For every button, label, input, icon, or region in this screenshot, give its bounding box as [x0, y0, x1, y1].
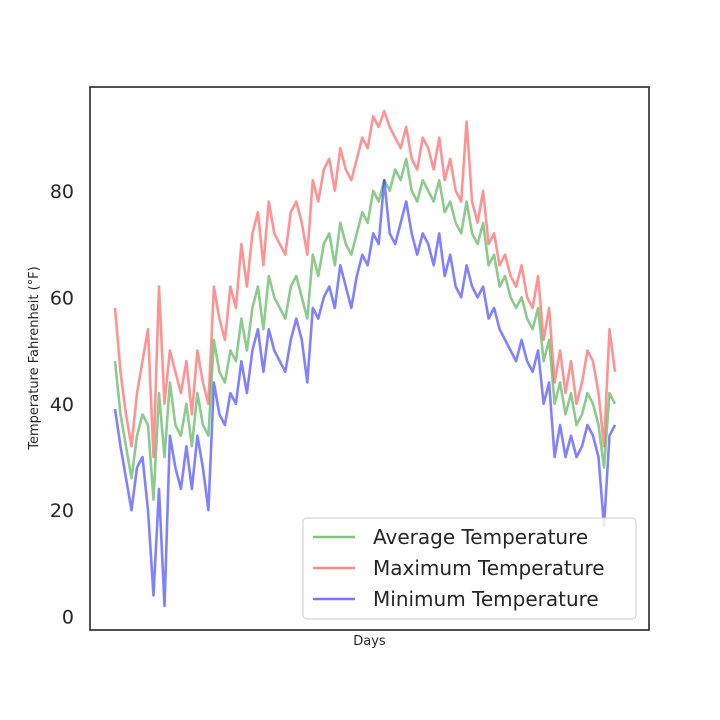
series-line-minimum — [113, 178, 617, 608]
plot-lines — [113, 109, 617, 608]
legend-box — [302, 517, 637, 620]
legend-label-minimum: Minimum Temperature — [373, 587, 599, 611]
y-axis-label: Temperature Fahrenheit (°F) — [27, 266, 42, 450]
y-tick-label: 20 — [50, 500, 74, 522]
y-tick-label: 40 — [50, 394, 74, 416]
legend-label-maximum: Maximum Temperature — [373, 556, 605, 580]
series-line-maximum — [113, 109, 617, 459]
x-axis-label: Days — [353, 634, 386, 649]
plot-frame — [89, 86, 650, 631]
series-line-average — [113, 157, 617, 501]
legend: Average Temperature Maximum Temperature … — [302, 517, 637, 620]
y-tick-labels: 0 20 40 60 80 — [50, 181, 74, 629]
y-tick-label: 80 — [50, 181, 74, 203]
y-tick-label: 0 — [62, 607, 74, 629]
legend-label-average: Average Temperature — [373, 525, 588, 549]
y-tick-label: 60 — [50, 287, 74, 309]
